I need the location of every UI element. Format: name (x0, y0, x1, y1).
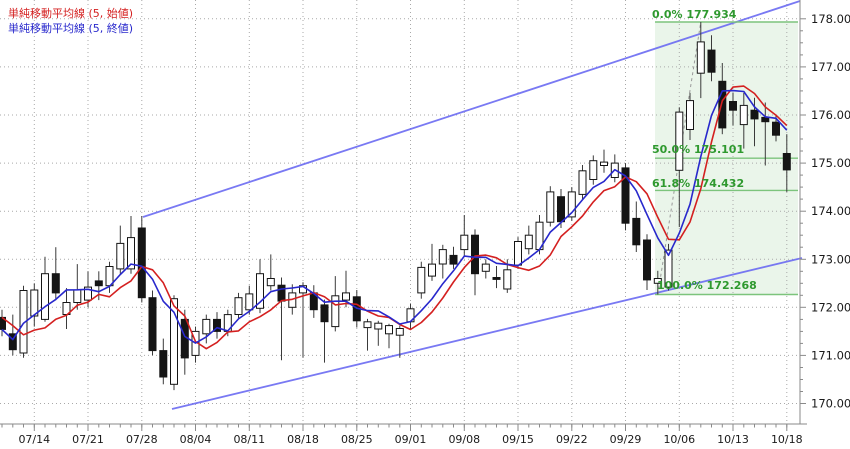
candles (0, 22, 791, 391)
candle (481, 259, 490, 279)
candle (589, 155, 598, 185)
x-axis-label: 10/06 (663, 433, 695, 446)
candle (266, 254, 275, 291)
candle (256, 259, 264, 314)
candle (245, 285, 254, 315)
candle (309, 285, 318, 318)
x-axis-label: 08/11 (233, 433, 265, 446)
candle (213, 312, 221, 339)
y-axis-label: 173.000 (811, 252, 850, 266)
candle (471, 229, 479, 296)
candle (696, 22, 705, 99)
x-axis-label: 08/04 (180, 433, 212, 446)
candle (438, 244, 447, 279)
candle (137, 216, 146, 303)
ma-legend: 単純移動平均線 (5, 始値) 単純移動平均線 (5, 終値) (8, 6, 133, 36)
candle (202, 314, 211, 344)
candle (374, 320, 383, 346)
candle (73, 264, 82, 310)
y-axis-label: 170.000 (811, 397, 850, 411)
candle (567, 187, 576, 221)
candle (546, 186, 555, 227)
candle (159, 338, 168, 385)
candle (62, 288, 71, 329)
y-axis-labels: 178.000 177.000 176.000 175.000 174.000 173.0… (811, 12, 850, 411)
candle (632, 201, 641, 252)
candle (600, 149, 608, 173)
candle (363, 318, 372, 351)
y-axis-label: 172.000 (811, 300, 850, 314)
candle (428, 243, 436, 281)
lower-channel-line (171, 257, 803, 410)
legend-sma-close-label: 単純移動平均線 (5, 終値) (8, 22, 134, 35)
candle (8, 314, 17, 356)
candle (148, 290, 157, 356)
candle (653, 270, 662, 295)
legend-sma-open-label: 単純移動平均線 (5, 始値) (8, 7, 134, 20)
y-axis-label: 174.000 (811, 204, 850, 218)
x-axis-label: 07/14 (18, 433, 50, 446)
candle (234, 292, 243, 320)
axes (0, 0, 807, 431)
fib-label-100: 100.0% 172.268 (657, 279, 757, 292)
candle (578, 165, 587, 200)
candle (30, 283, 39, 327)
y-axis-label: 171.000 (811, 348, 850, 362)
candle (320, 299, 329, 363)
x-axis-label: 09/22 (556, 433, 588, 446)
fib-anchor-line (657, 21, 702, 295)
candle (492, 266, 501, 289)
x-axis-label: 10/13 (717, 433, 749, 446)
candle (729, 92, 737, 126)
x-axis-label: 08/25 (341, 433, 373, 446)
candle (417, 261, 426, 299)
x-axis-label: 09/08 (448, 433, 480, 446)
candle (116, 225, 125, 274)
candle (643, 234, 651, 290)
candle (739, 92, 748, 149)
candle (718, 63, 727, 135)
x-axis-label: 07/28 (126, 433, 158, 446)
candle (180, 309, 189, 375)
candle (191, 326, 200, 363)
candle (170, 295, 178, 391)
candle (41, 256, 49, 322)
candle (524, 225, 533, 255)
candle (331, 276, 340, 332)
candle (449, 246, 458, 269)
candle (675, 107, 684, 227)
candle (395, 325, 404, 358)
candle (621, 163, 630, 231)
y-axis-label: 177.000 (811, 60, 850, 74)
candle (51, 247, 60, 301)
fib-label-0: 0.0% 177.934 (652, 8, 737, 21)
fib-label-50: 50.0% 175.101 (652, 143, 745, 156)
x-axis-label: 09/15 (502, 433, 534, 446)
candle (460, 215, 469, 257)
x-axis-label: 10/18 (771, 433, 803, 446)
candle (686, 92, 694, 140)
candle (664, 243, 673, 291)
x-axis-label: 08/18 (287, 433, 319, 446)
y-axis-label: 178.000 (811, 12, 850, 26)
candle (19, 285, 28, 358)
candle (610, 154, 619, 183)
x-axis-label: 07/21 (72, 433, 104, 446)
fib-label-61: 61.8% 174.432 (652, 177, 745, 190)
candle (299, 282, 307, 358)
upper-channel-line (142, 0, 801, 218)
ma-line-close (1, 89, 788, 344)
x-axis-label: 09/29 (610, 433, 642, 446)
candle (385, 323, 393, 349)
candle (707, 35, 716, 82)
y-axis-label: 175.000 (811, 156, 850, 170)
y-axis-label: 176.000 (811, 108, 850, 122)
candle (782, 134, 791, 192)
x-axis-labels: 07/14 07/21 07/28 08/04 08/11 08/18 08/25 09/01… (18, 433, 802, 446)
x-axis-label: 09/01 (395, 433, 427, 446)
